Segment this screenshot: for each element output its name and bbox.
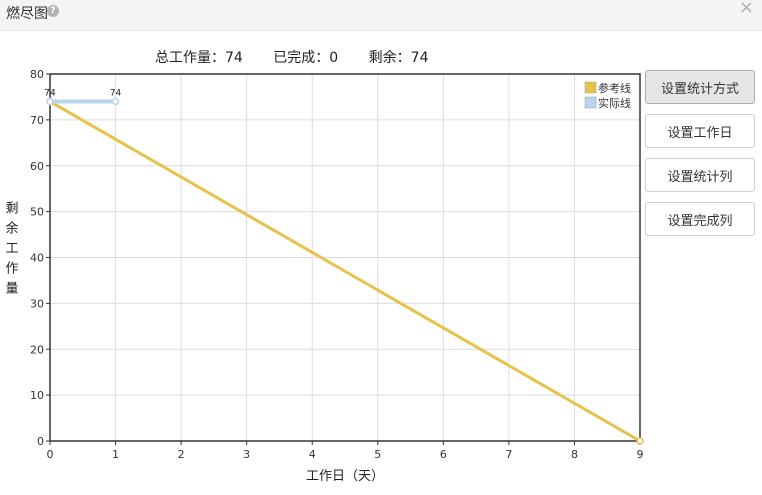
burndown-chart: 0 1 2 3 4 5 6 7 8 9 0 10 20 30 40 50 60 70 80 工作日（天） 剩余工作量 74… xyxy=(5,68,644,484)
series-1-point xyxy=(636,437,644,445)
total-work-value: 74 xyxy=(225,50,243,66)
x-axis-label: 工作日（天） xyxy=(306,469,384,484)
y-tick-label: 10 xyxy=(30,389,44,402)
x-tick-label: 9 xyxy=(637,448,644,461)
y-tick-label: 20 xyxy=(30,343,44,356)
x-tick-label: 5 xyxy=(374,448,381,461)
legend-label: 参考线 xyxy=(598,81,631,95)
y-tick-label: 70 xyxy=(30,114,44,127)
x-tick-label: 0 xyxy=(47,448,54,461)
total-work-label: 总工作量： xyxy=(155,50,225,66)
series-2-point xyxy=(111,97,120,106)
x-tick-label: 1 xyxy=(112,448,119,461)
set-workday-button[interactable]: 设置工作日 xyxy=(645,114,755,148)
summary-bar: 总工作量：74 已完成：0 剩余：74 xyxy=(155,47,454,67)
completed-label: 已完成： xyxy=(273,50,330,66)
settings-panel: 设置统计方式 设置工作日 设置统计列 设置完成列 xyxy=(645,70,755,246)
close-icon[interactable]: × xyxy=(738,0,754,18)
x-tick-label: 3 xyxy=(243,448,250,461)
remaining-value: 74 xyxy=(410,50,429,66)
y-tick-label: 0 xyxy=(37,435,44,448)
x-tick-label: 4 xyxy=(309,448,316,461)
data-label: 74 xyxy=(110,89,122,99)
legend-swatch xyxy=(584,81,597,94)
remaining-label: 剩余： xyxy=(368,50,411,66)
legend-label: 实际线 xyxy=(598,96,631,110)
y-tick-label: 80 xyxy=(30,68,44,81)
remaining-summary: 剩余：74 xyxy=(369,50,429,66)
legend-swatch xyxy=(584,96,597,109)
y-axis-label: 剩余工作量 xyxy=(5,202,18,297)
x-tick-label: 7 xyxy=(505,448,512,461)
completed-summary: 已完成：0 xyxy=(273,50,338,66)
y-tick-label: 50 xyxy=(30,206,44,219)
y-tick-label: 40 xyxy=(30,252,44,265)
y-tick-label: 60 xyxy=(30,160,44,173)
set-complete-column-button[interactable]: 设置完成列 xyxy=(645,202,755,236)
y-tick-label: 30 xyxy=(30,297,44,310)
x-tick-label: 2 xyxy=(178,448,185,461)
question-circle-icon[interactable]: ? xyxy=(47,5,59,17)
data-label: 74 xyxy=(44,89,56,99)
x-tick-label: 8 xyxy=(571,448,578,461)
series-line-1 xyxy=(49,100,641,443)
set-statistic-method-button[interactable]: 设置统计方式 xyxy=(645,70,755,104)
total-work-summary: 总工作量：74 xyxy=(155,50,243,66)
completed-value: 0 xyxy=(329,50,339,66)
series-2-point xyxy=(46,97,54,106)
window-title: 燃尽图 xyxy=(6,6,48,22)
set-statistic-column-button[interactable]: 设置统计列 xyxy=(645,158,755,192)
window-titlebar: 燃尽图 ? × xyxy=(0,0,762,31)
x-tick-label: 6 xyxy=(440,448,447,461)
